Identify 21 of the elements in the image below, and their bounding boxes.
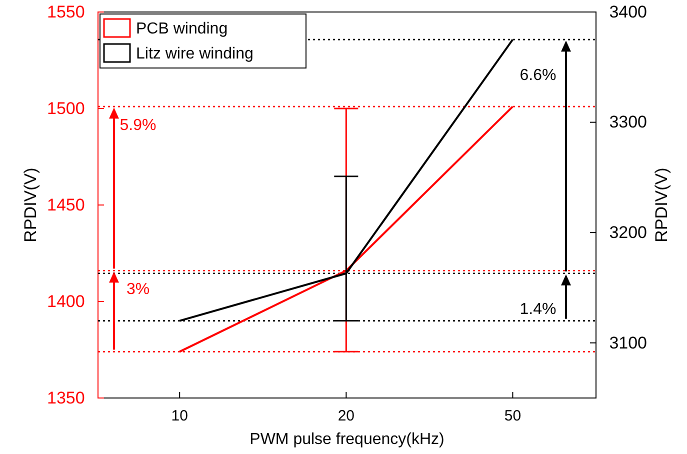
x-tick-label: 50 [504, 408, 522, 424]
legend-label: PCB winding [136, 20, 228, 38]
annotation: 6.6% [520, 67, 556, 84]
y2-tick-label: 3400 [609, 2, 648, 22]
annotation: 3% [126, 281, 150, 298]
x-tick-label: 20 [338, 408, 355, 424]
x-tick-label: 10 [171, 408, 188, 424]
y-tick-label: 1500 [46, 98, 85, 118]
y-axis-title: RPDIV(V) [21, 168, 40, 242]
y2-axis-title: RPDIV(V) [652, 168, 671, 242]
y-tick-label: 1350 [46, 388, 85, 408]
y-tick-label: 1400 [46, 292, 85, 311]
y-tick-label: 1450 [46, 195, 85, 214]
x-axis-title: PWM pulse frequency(kHz) [250, 431, 444, 448]
y-tick-label: 1550 [46, 2, 85, 22]
annotation: 1.4% [520, 300, 556, 318]
y2-tick-label: 3100 [609, 333, 648, 352]
legend-label: Litz wire winding [136, 46, 254, 63]
y2-tick-label: 3300 [609, 112, 648, 132]
annotation: 5.9% [120, 117, 156, 134]
y2-tick-label: 3200 [609, 223, 648, 242]
